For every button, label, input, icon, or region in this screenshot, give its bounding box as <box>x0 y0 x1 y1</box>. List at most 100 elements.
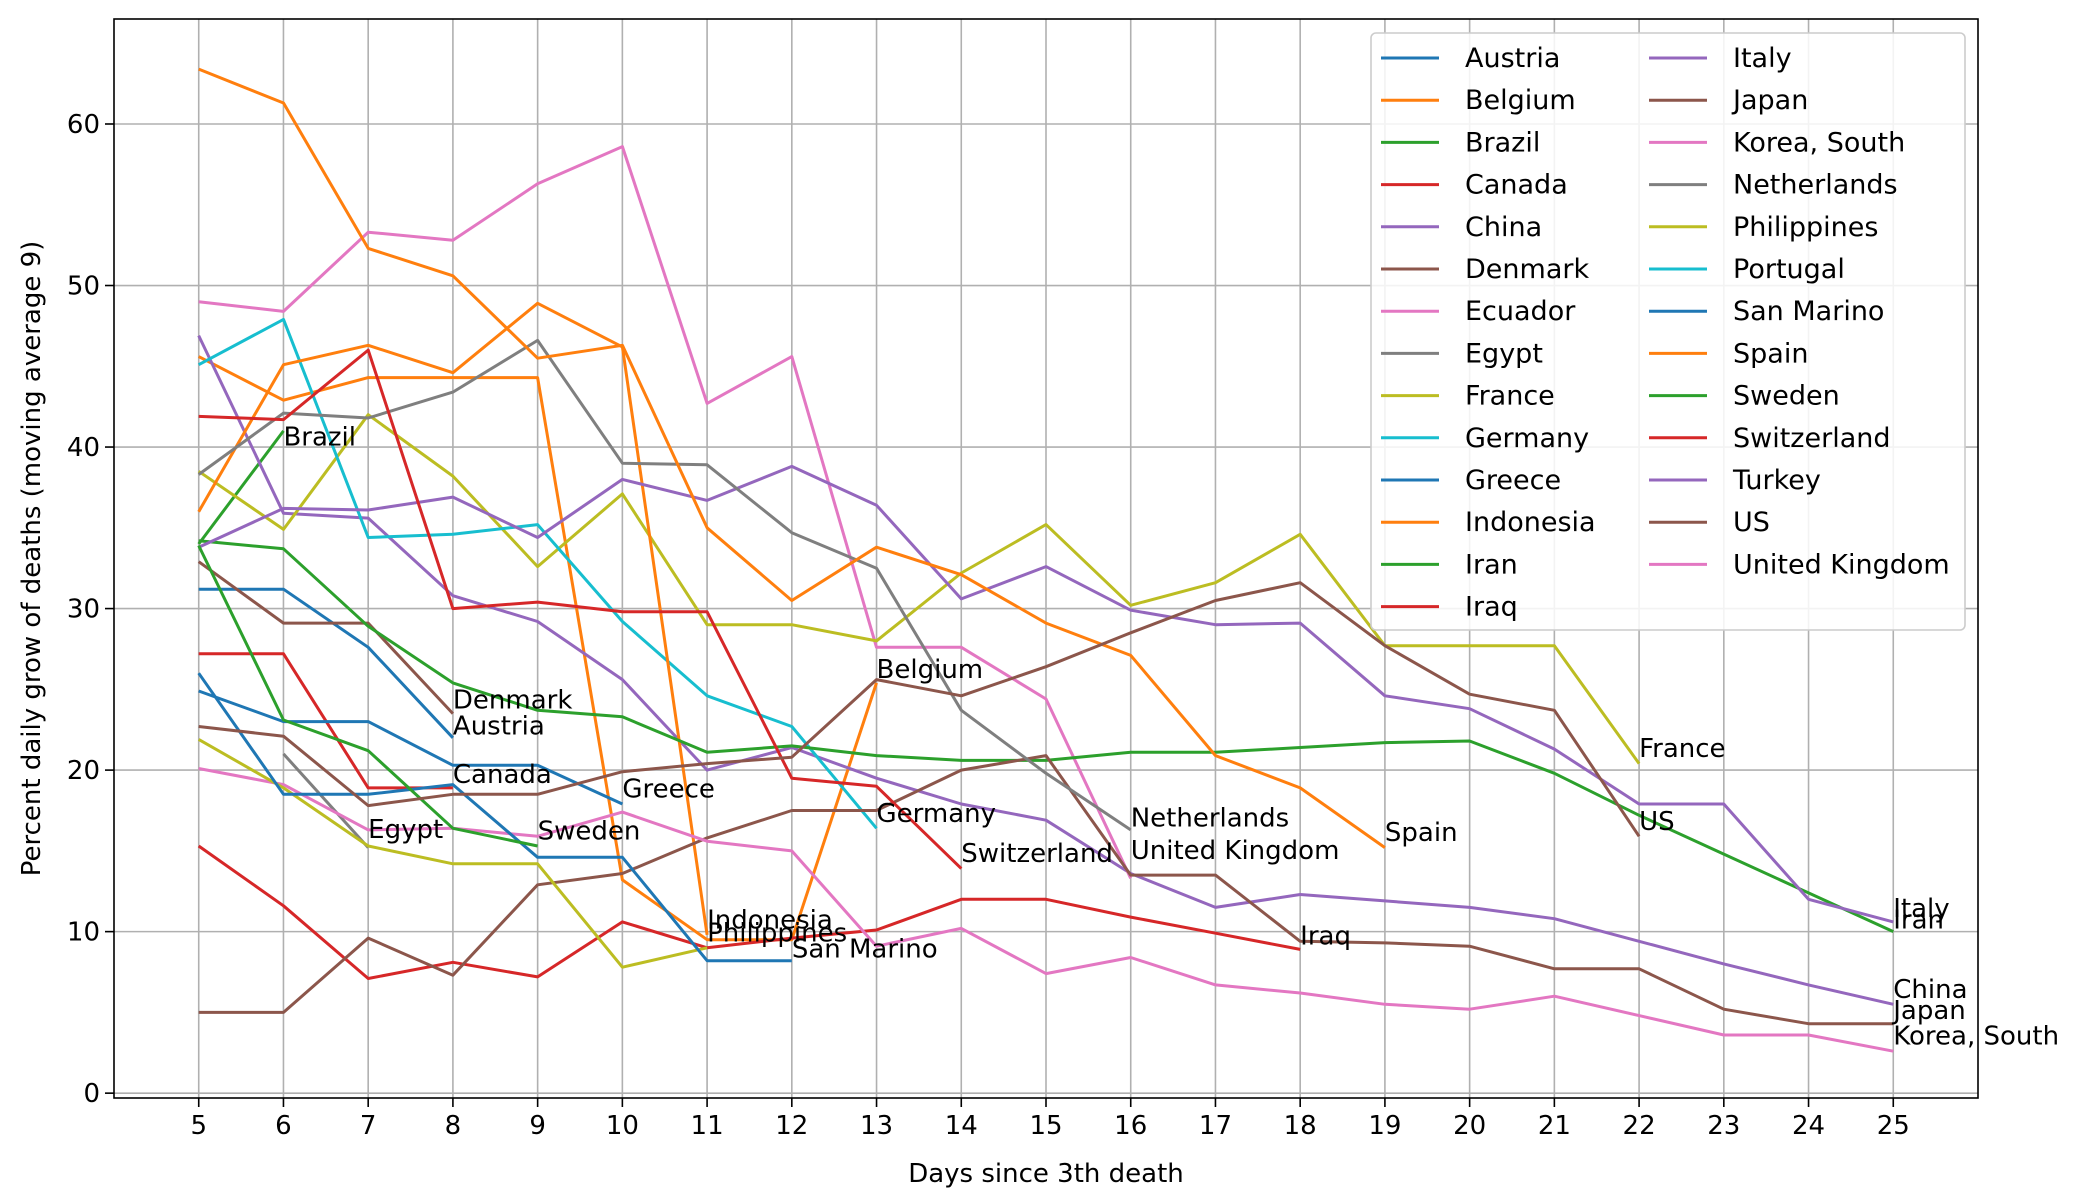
series-line-iran <box>198 539 1894 933</box>
legend-label-belgium: Belgium <box>1465 85 1576 116</box>
x-tick-label: 18 <box>1284 1111 1317 1141</box>
series-line-germany <box>197 317 878 830</box>
end-label-san-marino: San Marino <box>792 934 938 964</box>
end-label-france: France <box>1639 734 1725 764</box>
legend-label-turkey: Turkey <box>1732 465 1821 496</box>
end-label-belgium: Belgium <box>877 655 984 685</box>
end-label-korea-south: Korea, South <box>1893 1022 2059 1052</box>
axis-ticks: 5 6 7 8 9 10 11 12 13 14 15 16 17 18 19 20 21 22 23 24 25 0 10… <box>67 110 1910 1141</box>
legend-label-iraq: Iraq <box>1465 592 1518 623</box>
end-label-denmark: Denmark <box>453 686 573 716</box>
end-label-spain: Spain <box>1385 818 1458 848</box>
x-tick-label: 15 <box>1029 1111 1062 1141</box>
x-tick-label: 16 <box>1114 1111 1147 1141</box>
series-line-japan <box>198 754 1894 1026</box>
x-tick-label: 7 <box>360 1111 377 1141</box>
x-axis-label: Days since 3th death <box>908 1159 1184 1189</box>
end-label-greece: Greece <box>622 775 715 805</box>
legend-label-switzerland: Switzerland <box>1733 423 1891 454</box>
legend-label-egypt: Egypt <box>1465 338 1543 369</box>
x-tick-label: 25 <box>1877 1111 1910 1141</box>
x-tick-label: 12 <box>775 1111 808 1141</box>
y-tick-label: 50 <box>67 272 100 302</box>
series-line-spain <box>198 67 1386 849</box>
legend-label-us: US <box>1733 507 1770 538</box>
legend-label-china: China <box>1465 212 1542 243</box>
legend-label-denmark: Denmark <box>1465 254 1589 285</box>
end-label-egypt: Egypt <box>368 815 443 845</box>
legend-label-france: France <box>1465 381 1555 412</box>
legend-label-brazil: Brazil <box>1465 127 1540 158</box>
x-tick-label: 5 <box>190 1111 207 1141</box>
legend-label-germany: Germany <box>1465 423 1589 454</box>
legend-label-japan: Japan <box>1731 85 1808 116</box>
x-tick-label: 13 <box>860 1111 893 1141</box>
legend-label-italy: Italy <box>1733 43 1792 74</box>
x-tick-label: 6 <box>275 1111 292 1141</box>
end-label-sweden: Sweden <box>538 817 641 847</box>
x-tick-label: 9 <box>529 1111 546 1141</box>
series-line-switzerland <box>198 348 963 870</box>
series-line-italy <box>198 464 1894 924</box>
end-label-philippines: Philippines <box>707 918 847 948</box>
end-label-indonesia: Indonesia <box>707 905 833 935</box>
series-line-denmark <box>197 560 454 715</box>
end-label-us: US <box>1639 807 1675 837</box>
series-line-ecuador <box>198 145 1133 879</box>
x-tick-label: 14 <box>945 1111 978 1141</box>
series-line-france <box>197 413 1641 765</box>
y-axis-label: Percent daily grow of deaths (moving ave… <box>17 241 47 877</box>
x-tick-label: 17 <box>1199 1111 1232 1141</box>
legend-label-united-kingdom: United Kingdom <box>1733 549 1950 580</box>
legend-label-portugal: Portugal <box>1733 254 1845 285</box>
x-tick-label: 8 <box>445 1111 462 1141</box>
series-line-iraq <box>197 844 1301 980</box>
series-line-sweden <box>197 544 538 848</box>
series-line-san-marino <box>197 672 792 963</box>
legend-box <box>1370 32 1966 631</box>
end-label-germany: Germany <box>877 799 997 829</box>
end-label-switzerland: Switzerland <box>961 839 1113 869</box>
end-label-netherlands: Netherlands <box>1131 804 1290 834</box>
x-tick-label: 20 <box>1453 1111 1486 1141</box>
series-line-brazil <box>197 430 285 545</box>
x-tick-label: 10 <box>606 1111 639 1141</box>
end-label-iraq: Iraq <box>1300 922 1351 952</box>
series-lines <box>197 67 1894 1053</box>
series-line-philippines <box>197 738 708 969</box>
legend-label-netherlands: Netherlands <box>1733 170 1898 201</box>
legend-label-austria: Austria <box>1465 43 1560 74</box>
end-label-iran: Iran <box>1893 905 1944 935</box>
legend: Austria Belgium Brazil Canada China Denmark Ec… <box>1370 32 1966 631</box>
end-label-canada: Canada <box>453 760 552 790</box>
series-line-us <box>198 581 1641 838</box>
x-tick-label: 19 <box>1368 1111 1401 1141</box>
legend-label-spain: Spain <box>1733 338 1808 369</box>
x-tick-label: 22 <box>1623 1111 1656 1141</box>
series-line-egypt <box>282 752 370 849</box>
legend-label-indonesia: Indonesia <box>1465 507 1596 538</box>
y-tick-label: 60 <box>67 110 100 140</box>
y-tick-label: 0 <box>83 1079 100 1109</box>
x-tick-label: 23 <box>1707 1111 1740 1141</box>
legend-label-ecuador: Ecuador <box>1465 296 1576 327</box>
end-label-united-kingdom: United Kingdom <box>1131 836 1340 866</box>
end-label-china: China <box>1893 975 1967 1005</box>
series-line-austria <box>198 587 454 739</box>
x-tick-label: 24 <box>1792 1111 1825 1141</box>
y-tick-label: 30 <box>67 595 100 625</box>
x-tick-label: 21 <box>1538 1111 1571 1141</box>
series-line-netherlands <box>197 338 1132 832</box>
legend-label-san-marino: San Marino <box>1733 296 1884 327</box>
end-label-brazil: Brazil <box>283 422 356 452</box>
end-label-italy: Italy <box>1893 894 1949 924</box>
x-tick-label: 11 <box>691 1111 724 1141</box>
series-line-china <box>197 334 1894 1006</box>
end-label-japan: Japan <box>1891 996 1966 1026</box>
legend-label-korea-south: Korea, South <box>1733 127 1905 158</box>
legend-label-sweden: Sweden <box>1733 381 1840 412</box>
y-tick-label: 40 <box>67 433 100 463</box>
legend-label-philippines: Philippines <box>1733 212 1878 243</box>
